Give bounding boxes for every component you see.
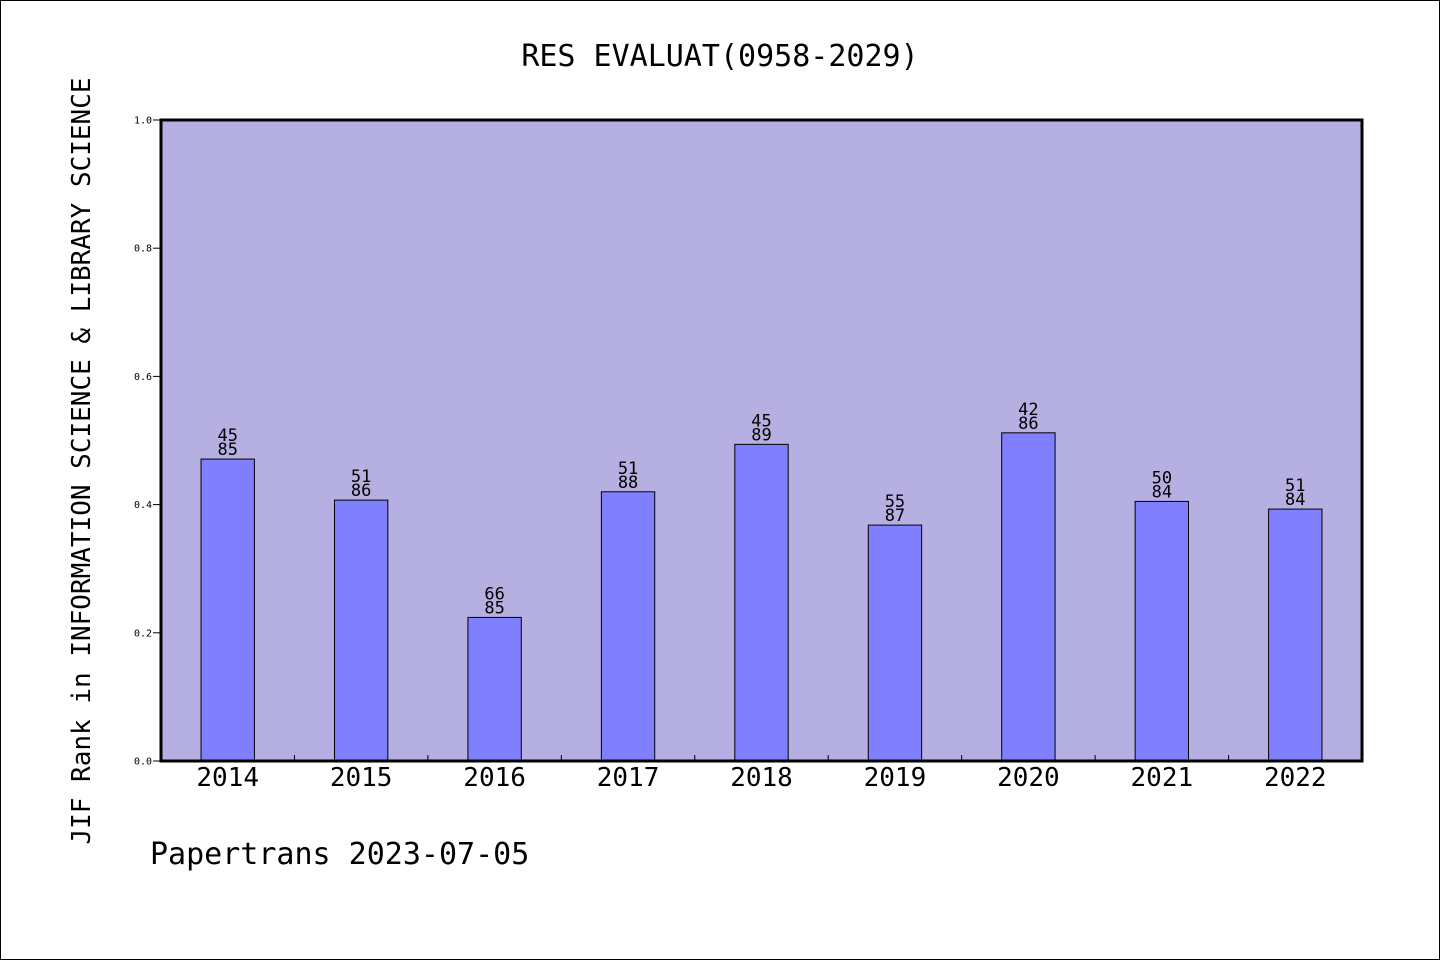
bar-label-rank: 45 [217, 426, 237, 446]
bar-label-total: 85 [484, 598, 504, 618]
x-tick-label: 2018 [730, 763, 793, 793]
bar-label-total: 86 [351, 481, 371, 501]
bar-label-total: 88 [618, 473, 638, 493]
chart-title: RES EVALUAT(0958-2029) [521, 39, 918, 74]
bar-2015 [333, 499, 389, 762]
x-tick-label: 2017 [597, 763, 660, 793]
bar-label-total: 87 [885, 506, 905, 526]
bar-label-total: 85 [217, 440, 237, 460]
bar-label-rank: 66 [484, 584, 504, 604]
bar-2016 [467, 616, 522, 762]
y-tick-label: 0.4 [134, 500, 152, 511]
bar-label-total: 84 [1285, 490, 1305, 510]
bar-label-total: 86 [1018, 414, 1038, 434]
x-tick-label: 2019 [864, 763, 927, 793]
x-tick-label: 2015 [330, 763, 393, 793]
y-axis-ticks: 0.0 0.2 0.4 0.6 0.8 1.0 [134, 116, 161, 768]
bar-2020 [1001, 432, 1056, 762]
y-tick-label: 0.0 [134, 757, 152, 768]
bar-2019 [867, 524, 923, 762]
x-tick-label: 2021 [1131, 763, 1194, 793]
x-tick-label: 2020 [997, 763, 1060, 793]
bar-2021 [1134, 500, 1190, 762]
x-tick-label: 2014 [196, 763, 259, 793]
x-tick-label: 2022 [1264, 763, 1327, 793]
y-tick-label: 1.0 [134, 116, 152, 127]
x-axis-ticks: 2014 2015 2016 2017 2018 2019 2020 2021 2022 [196, 755, 1327, 793]
bar-label-total: 89 [751, 425, 771, 445]
y-tick-label: 0.2 [134, 628, 152, 639]
bar-2017 [600, 491, 656, 762]
bar-label-rank: 45 [751, 411, 771, 431]
bar-label-rank: 51 [351, 467, 371, 487]
y-tick-label: 0.6 [134, 372, 152, 383]
y-axis-label: JIF Rank in INFORMATION SCIENCE & LIBRAR… [67, 77, 97, 844]
bar-2014 [200, 458, 255, 762]
bar-label-rank: 42 [1018, 400, 1038, 420]
x-tick-label: 2016 [463, 763, 526, 793]
bar-2018 [734, 443, 789, 762]
bars [200, 432, 1323, 762]
y-tick-label: 0.8 [134, 244, 152, 255]
plot-border [159, 118, 1364, 763]
bar-2022 [1268, 508, 1323, 762]
bar-label-rank: 51 [618, 459, 638, 479]
bar-label-rank: 51 [1285, 476, 1305, 496]
bar-label-total: 84 [1152, 482, 1172, 502]
bar-label-rank: 55 [885, 492, 905, 512]
footer-source-date: Papertrans 2023-07-05 [150, 837, 529, 872]
bar-label-rank: 50 [1152, 468, 1172, 488]
